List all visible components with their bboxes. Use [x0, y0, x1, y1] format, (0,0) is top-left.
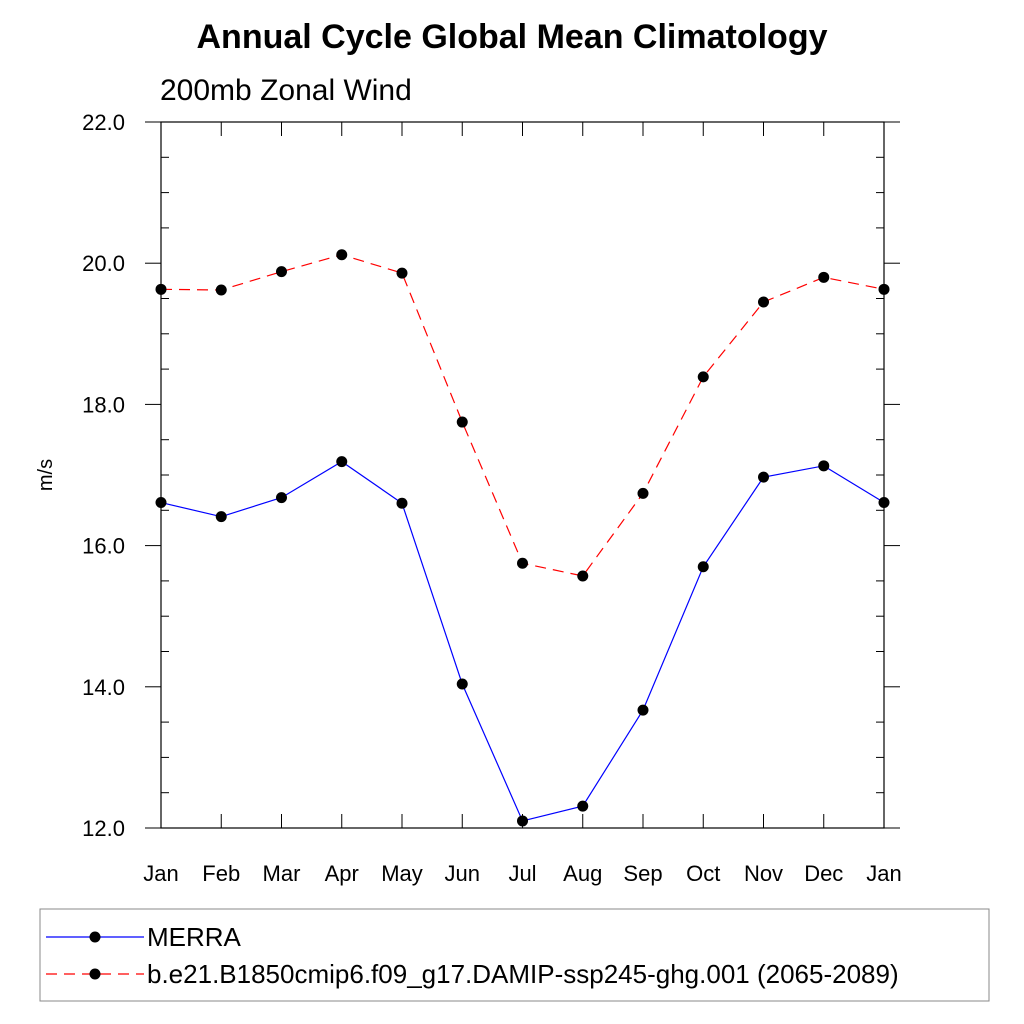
data-point-s0-4: [396, 497, 408, 509]
x-tick-label: Nov: [744, 861, 783, 886]
x-tick-label: Oct: [686, 861, 720, 886]
x-tick-label: Feb: [202, 861, 240, 886]
x-tick-label: Sep: [623, 861, 662, 886]
data-point-s1-10: [758, 296, 769, 308]
data-point-s0-1: [215, 511, 227, 523]
x-tick-label: Jun: [445, 861, 480, 886]
chart-title: Annual Cycle Global Mean Climatology: [197, 18, 828, 56]
x-tick-label: Dec: [804, 861, 843, 886]
data-point-s0-3: [336, 456, 348, 468]
legend-box: [39, 908, 990, 1002]
series-line-0: [160, 460, 885, 822]
data-point-s0-12: [878, 497, 890, 509]
x-tick-label: Jan: [866, 861, 901, 886]
axis-ticks: [145, 121, 900, 829]
data-point-s0-0: [155, 497, 167, 509]
data-point-s1-3: [336, 249, 348, 261]
data-point-s1-1: [215, 284, 227, 296]
data-point-s1-9: [697, 371, 709, 383]
y-tick-labels: 12.0 14.0 16.0 18.0 20.0 22.0: [82, 110, 125, 841]
data-point-s0-9: [697, 561, 709, 573]
data-point-s1-7: [577, 570, 589, 582]
data-point-s0-6: [517, 815, 528, 827]
y-tick-label: 22.0: [82, 110, 125, 135]
x-tick-label: Jul: [508, 861, 536, 886]
x-tick-label: May: [381, 861, 423, 886]
data-point-s1-4: [396, 267, 408, 279]
x-tick-label: Mar: [263, 861, 301, 886]
data-point-s1-6: [517, 557, 528, 569]
data-point-s1-8: [637, 487, 649, 499]
data-point-s1-12: [878, 283, 890, 295]
x-tick-label: Aug: [563, 861, 602, 886]
series-line-1: [160, 254, 885, 577]
legend: MERRA b.e21.B1850cmip6.f09_g17.DAMIP-ssp2…: [46, 922, 899, 989]
series-lines: [160, 254, 885, 822]
data-point-s1-11: [818, 271, 830, 283]
x-tick-label: Jan: [143, 861, 178, 886]
legend-label-1: b.e21.B1850cmip6.f09_g17.DAMIP-ssp245-gh…: [147, 959, 899, 989]
data-point-s0-5: [456, 678, 468, 690]
y-tick-label: 16.0: [82, 534, 125, 559]
legend-label-0: MERRA: [147, 922, 242, 952]
x-tick-labels: Jan Feb Mar Apr May Jun Jul Aug Sep Oct Nov Dec Jan: [143, 861, 901, 886]
data-point-s1-0: [155, 283, 167, 295]
y-tick-label: 14.0: [82, 675, 125, 700]
y-tick-label: 12.0: [82, 816, 125, 841]
y-tick-label: 18.0: [82, 392, 125, 417]
x-tick-label: Apr: [325, 861, 359, 886]
data-point-s1-5: [456, 416, 468, 428]
data-point-s0-2: [276, 492, 287, 504]
y-axis-label: m/s: [35, 459, 57, 491]
data-point-s0-10: [758, 471, 769, 483]
data-point-s0-11: [818, 460, 830, 472]
legend-marker-0: [89, 931, 101, 943]
y-tick-label: 20.0: [82, 251, 125, 276]
legend-marker-1: [89, 968, 101, 980]
data-point-s1-2: [276, 266, 287, 278]
chart-subtitle: 200mb Zonal Wind: [160, 74, 412, 107]
data-point-s0-7: [577, 800, 589, 812]
data-point-s0-8: [637, 704, 649, 716]
series-markers: [155, 249, 890, 827]
